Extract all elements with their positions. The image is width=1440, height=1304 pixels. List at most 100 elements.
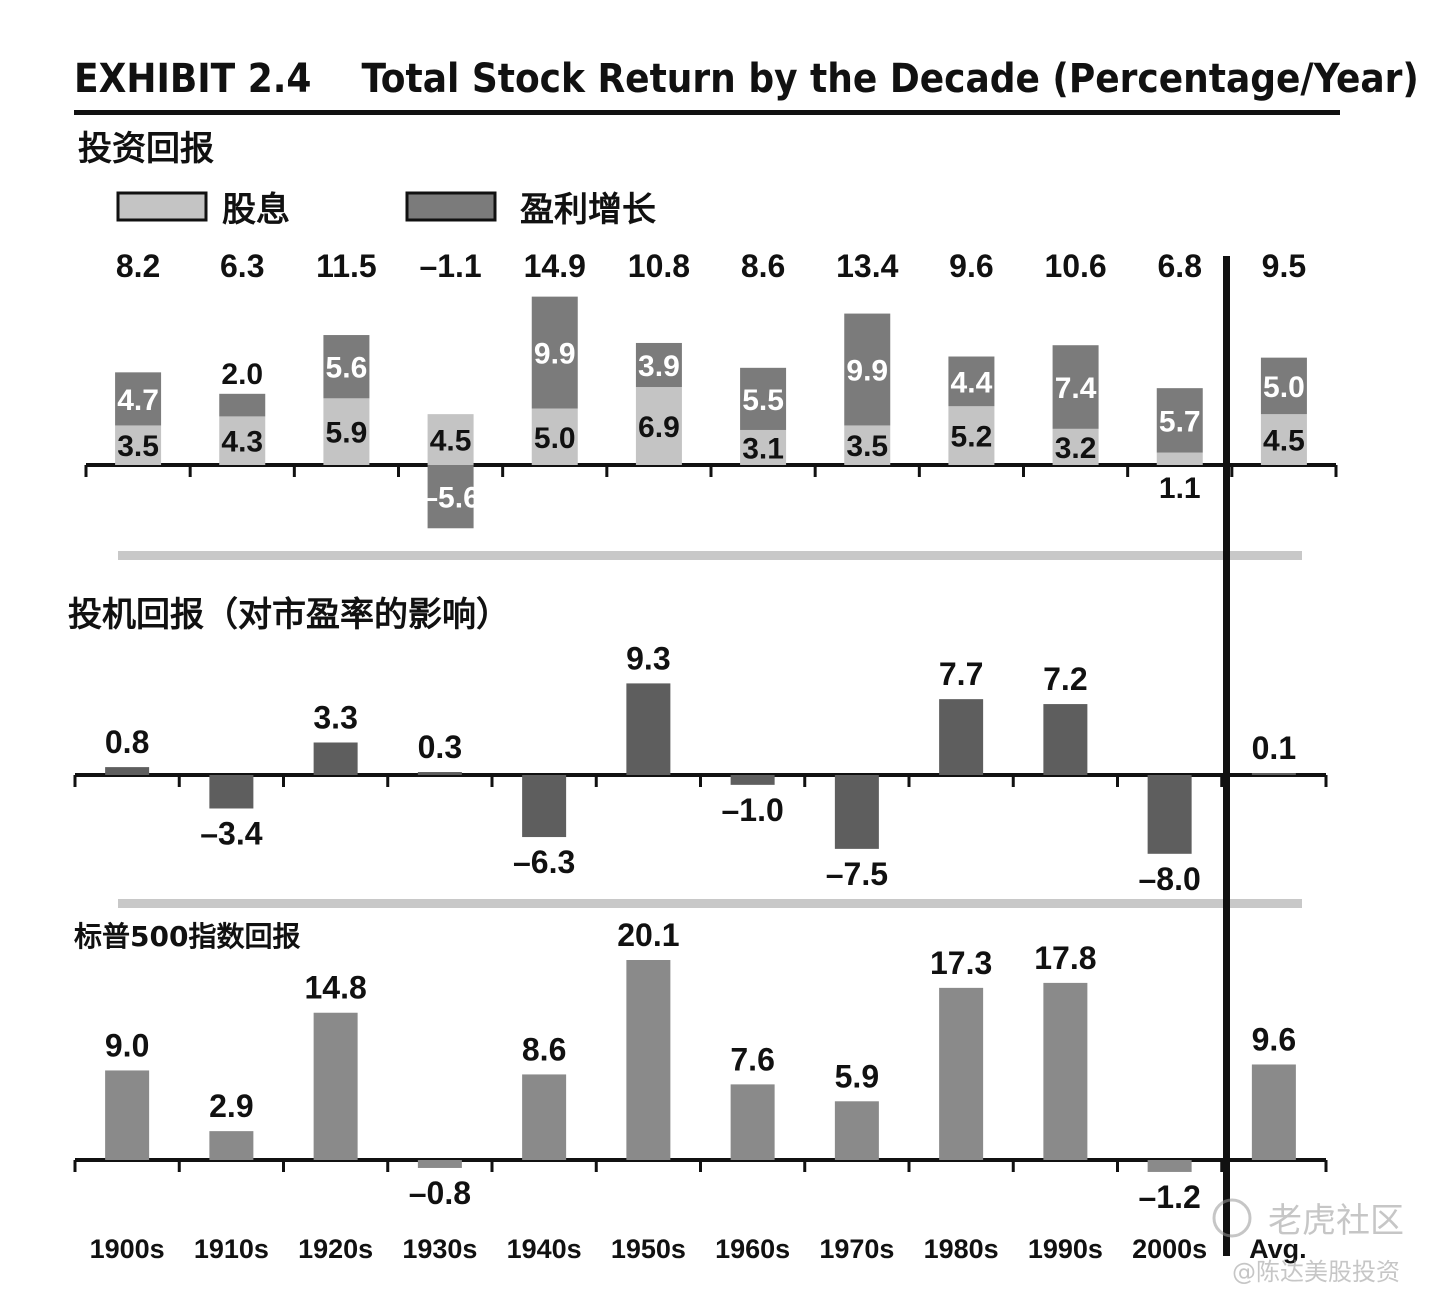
bar-dividend-1950s	[635, 387, 682, 465]
category-label-1980s: 1980s	[924, 1234, 999, 1264]
chart-title: EXHIBIT 2.4 Total Stock Return by the De…	[74, 56, 1419, 102]
bar-speculative-avg	[1251, 773, 1296, 775]
separator-2	[118, 899, 1302, 908]
dividend-label-1910s: 4.3	[221, 426, 263, 459]
bar-sp500-1900s	[105, 1070, 150, 1160]
earnings-label-1960s: 5.5	[742, 384, 784, 417]
dividend-label-avg: 4.5	[1263, 425, 1305, 458]
bar-earnings-1930s	[427, 465, 474, 529]
value-label-speculative-1960s: –1.0	[721, 792, 783, 828]
average-divider	[1223, 256, 1230, 1256]
value-label-speculative-avg: 0.1	[1252, 730, 1296, 766]
bar-dividend-1970s	[844, 425, 891, 465]
earnings-label-1930s: –5.6	[421, 482, 479, 515]
bar-dividend-1930s	[427, 414, 474, 465]
value-label-speculative-1950s: 9.3	[626, 640, 670, 676]
bar-speculative-1950s	[626, 683, 671, 775]
category-label-1950s: 1950s	[611, 1234, 686, 1264]
dividend-label-1930s: 4.5	[430, 425, 472, 458]
value-label-sp500-1980s: 17.3	[930, 945, 992, 981]
bar-earnings-1940s	[531, 296, 578, 409]
bar-earnings-1950s	[635, 342, 682, 388]
category-label-1910s: 1910s	[194, 1234, 269, 1264]
bar-earnings-1920s	[323, 335, 370, 399]
dividend-label-1990s: 3.2	[1055, 432, 1097, 465]
earnings-label-1900s: 4.7	[117, 384, 159, 417]
total-label-1950s: 10.8	[628, 248, 690, 284]
dividend-label-1940s: 5.0	[534, 422, 576, 455]
category-label-2000s: 2000s	[1132, 1234, 1207, 1264]
value-label-sp500-1910s: 2.9	[209, 1088, 253, 1124]
bar-sp500-1950s	[626, 960, 671, 1160]
bar-sp500-2000s	[1147, 1160, 1192, 1172]
bar-earnings-1980s	[948, 356, 995, 407]
value-label-sp500-1920s: 14.8	[304, 970, 366, 1006]
bar-speculative-1990s	[1043, 704, 1088, 775]
section-title-investment: 投资回报	[78, 129, 214, 169]
dividend-label-1980s: 5.2	[951, 421, 993, 454]
bar-earnings-1990s	[1052, 345, 1099, 429]
total-label-1930s: –1.1	[419, 248, 481, 284]
bar-speculative-1930s	[417, 772, 462, 775]
dividend-label-1920s: 5.9	[326, 417, 368, 450]
earnings-label-1910s: 2.0	[221, 358, 263, 391]
watermark: 老虎社区 @陈达美股投资	[1212, 1198, 1404, 1286]
bar-earnings-1960s	[740, 367, 787, 430]
bar-dividend-1910s	[219, 416, 266, 465]
bar-sp500-1970s	[834, 1101, 879, 1160]
value-label-sp500-1900s: 9.0	[105, 1027, 149, 1063]
bar-dividend-2000s	[1156, 452, 1203, 465]
section-title-speculative: 投机回报（对市盈率的影响）	[68, 595, 510, 635]
earnings-label-2000s: 5.7	[1159, 405, 1201, 438]
value-label-speculative-1970s: –7.5	[826, 856, 888, 892]
bar-speculative-1960s	[730, 775, 775, 785]
value-label-speculative-1980s: 7.7	[939, 656, 983, 692]
legend-swatch-earnings	[405, 191, 497, 222]
value-label-speculative-1940s: –6.3	[513, 844, 575, 880]
total-label-1900s: 8.2	[116, 248, 160, 284]
dividend-label-1950s: 6.9	[638, 411, 680, 444]
bar-sp500-1940s	[522, 1074, 567, 1160]
category-label-avg: Avg.	[1249, 1234, 1307, 1264]
value-label-sp500-1930s: –0.8	[409, 1175, 471, 1211]
legend-label-dividend: 股息	[222, 190, 290, 230]
bar-speculative-1900s	[105, 767, 150, 775]
bar-earnings-2000s	[1156, 388, 1203, 453]
bar-speculative-2000s	[1147, 775, 1192, 854]
value-label-sp500-1950s: 20.1	[617, 917, 679, 953]
value-label-speculative-1930s: 0.3	[418, 729, 462, 765]
bar-speculative-1980s	[939, 699, 984, 775]
bar-sp500-1960s	[730, 1084, 775, 1160]
category-label-1940s: 1940s	[507, 1234, 582, 1264]
category-label-1990s: 1990s	[1028, 1234, 1103, 1264]
value-label-sp500-1960s: 7.6	[730, 1041, 774, 1077]
legend-swatch-dividend	[116, 191, 208, 222]
bar-sp500-1910s	[209, 1131, 254, 1160]
category-label-1930s: 1930s	[402, 1234, 477, 1264]
bar-dividend-1960s	[740, 429, 787, 465]
dividend-label-2000s: 1.1	[1159, 472, 1201, 505]
bar-speculative-1970s	[834, 775, 879, 849]
earnings-label-1920s: 5.6	[326, 352, 368, 385]
title-underline	[74, 110, 1340, 115]
bar-speculative-1910s	[209, 775, 254, 809]
value-label-sp500-1990s: 17.8	[1034, 940, 1096, 976]
bar-earnings-avg	[1260, 357, 1307, 415]
value-label-sp500-2000s: –1.2	[1138, 1179, 1200, 1215]
value-label-speculative-1900s: 0.8	[105, 724, 149, 760]
total-label-1970s: 13.4	[836, 248, 898, 284]
value-label-speculative-1920s: 3.3	[313, 699, 357, 735]
earnings-label-1950s: 3.9	[638, 350, 680, 383]
legend-label-earnings: 盈利增长	[520, 190, 656, 230]
category-label-1960s: 1960s	[715, 1234, 790, 1264]
earnings-label-avg: 5.0	[1263, 371, 1305, 404]
total-label-1910s: 6.3	[220, 248, 264, 284]
bar-speculative-1920s	[313, 742, 358, 775]
value-label-sp500-1970s: 5.9	[835, 1058, 879, 1094]
total-label-1920s: 11.5	[316, 248, 377, 284]
bar-dividend-1980s	[948, 406, 995, 465]
bar-dividend-1990s	[1052, 428, 1099, 465]
dividend-label-1900s: 3.5	[117, 430, 159, 463]
bar-sp500-1920s	[313, 1012, 358, 1160]
